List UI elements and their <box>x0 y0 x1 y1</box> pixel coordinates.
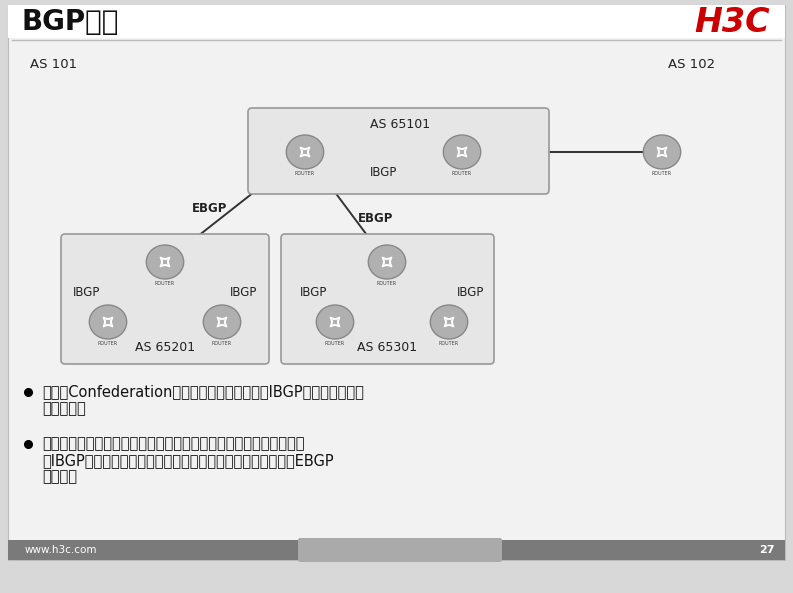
Text: BGP联盟: BGP联盟 <box>22 8 120 36</box>
Ellipse shape <box>443 135 481 169</box>
Text: ROUTER: ROUTER <box>325 341 345 346</box>
Text: IBGP: IBGP <box>230 285 258 298</box>
Text: 联盟将一个自治系统划分为若干个子自治系统，每个子自治系统内部: 联盟将一个自治系统划分为若干个子自治系统，每个子自治系统内部 <box>42 436 305 452</box>
FancyBboxPatch shape <box>8 5 785 560</box>
Text: www.h3c.com: www.h3c.com <box>25 545 98 555</box>
Ellipse shape <box>90 305 127 339</box>
Text: ROUTER: ROUTER <box>652 171 672 176</box>
Text: ROUTER: ROUTER <box>452 171 472 176</box>
Text: ROUTER: ROUTER <box>295 171 315 176</box>
FancyBboxPatch shape <box>8 5 785 38</box>
Ellipse shape <box>431 305 468 339</box>
FancyBboxPatch shape <box>8 540 785 560</box>
Text: AS 65301: AS 65301 <box>357 341 417 354</box>
Text: ROUTER: ROUTER <box>377 281 397 286</box>
Text: 27: 27 <box>760 545 775 555</box>
Text: ROUTER: ROUTER <box>155 281 175 286</box>
FancyBboxPatch shape <box>248 108 549 194</box>
Ellipse shape <box>316 305 354 339</box>
FancyBboxPatch shape <box>298 538 502 562</box>
Text: IBGP: IBGP <box>370 166 397 179</box>
FancyBboxPatch shape <box>61 234 269 364</box>
Ellipse shape <box>286 135 324 169</box>
Text: ROUTER: ROUTER <box>439 341 459 346</box>
Text: IBGP: IBGP <box>457 285 485 298</box>
Ellipse shape <box>368 245 406 279</box>
Text: IBGP: IBGP <box>300 285 327 298</box>
Text: IBGP: IBGP <box>73 285 100 298</box>
Text: AS 65201: AS 65201 <box>135 341 195 354</box>
Text: H3C: H3C <box>695 5 770 39</box>
Ellipse shape <box>643 135 680 169</box>
FancyBboxPatch shape <box>281 234 494 364</box>
Text: ROUTER: ROUTER <box>98 341 118 346</box>
Text: 连接关系: 连接关系 <box>42 469 77 484</box>
Text: 另一种方法: 另一种方法 <box>42 401 86 416</box>
Text: ROUTER: ROUTER <box>212 341 232 346</box>
Text: AS 102: AS 102 <box>668 58 715 71</box>
Text: AS 101: AS 101 <box>30 58 77 71</box>
Ellipse shape <box>146 245 184 279</box>
Text: 的IBGP对等体建立全连接关系，子自治系统之间建立联盟内部EBGP: 的IBGP对等体建立全连接关系，子自治系统之间建立联盟内部EBGP <box>42 453 334 468</box>
Ellipse shape <box>203 305 241 339</box>
Text: EBGP: EBGP <box>358 212 393 225</box>
Text: AS 65101: AS 65101 <box>370 118 430 131</box>
Text: EBGP: EBGP <box>193 202 228 215</box>
Text: 联盟（Confederation）是处理自治系统内部的IBGP网络连接激增的: 联盟（Confederation）是处理自治系统内部的IBGP网络连接激增的 <box>42 384 364 400</box>
